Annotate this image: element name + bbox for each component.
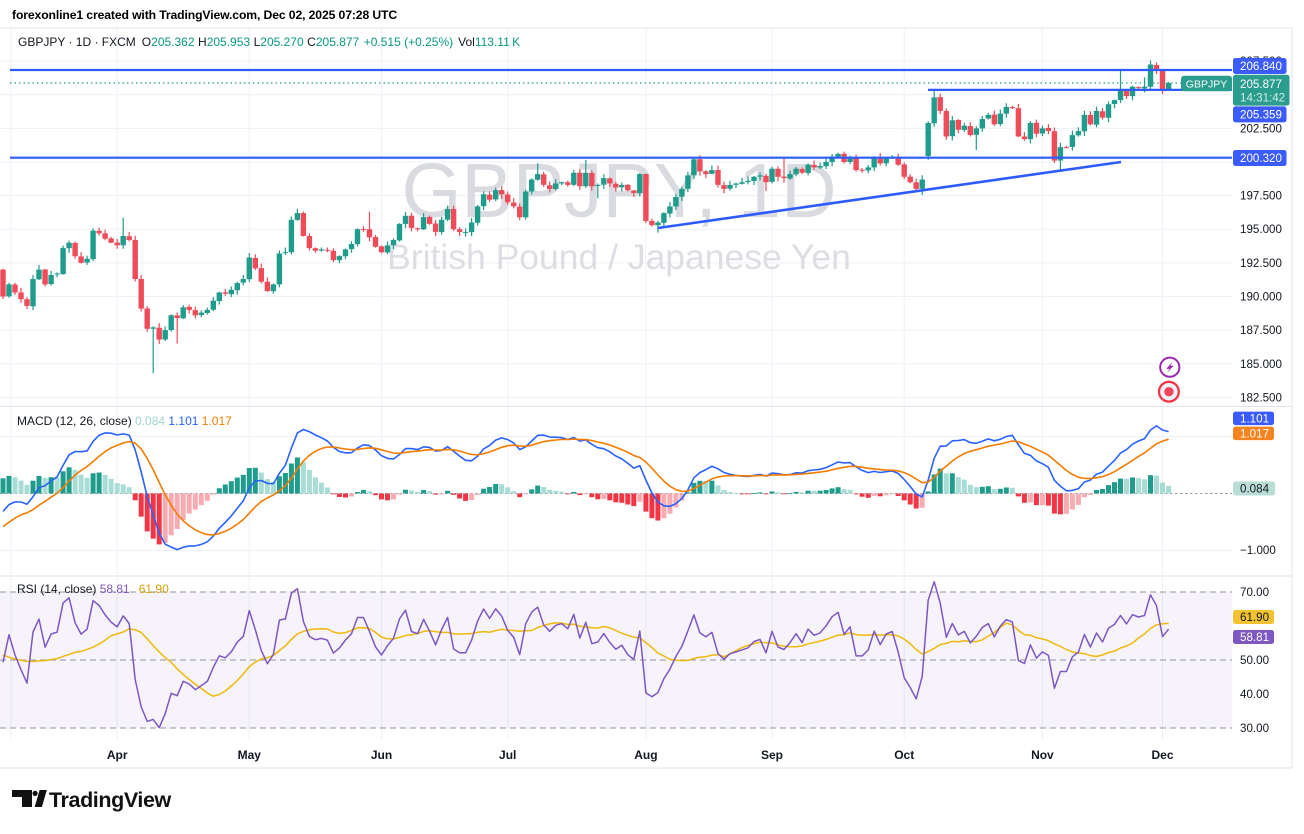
svg-text:30.00: 30.00 xyxy=(1240,722,1269,735)
svg-text:185.000: 185.000 xyxy=(1240,358,1282,371)
svg-text:GBPJPY: GBPJPY xyxy=(1186,78,1227,90)
svg-text:58.81: 58.81 xyxy=(1240,631,1269,644)
svg-text:50.00: 50.00 xyxy=(1240,654,1269,667)
svg-text:61.90: 61.90 xyxy=(1240,611,1269,624)
svg-text:40.00: 40.00 xyxy=(1240,688,1269,701)
svg-text:1.017: 1.017 xyxy=(1240,427,1269,440)
svg-text:Oct: Oct xyxy=(894,748,914,762)
svg-text:205.877: 205.877 xyxy=(1240,78,1282,91)
svg-text:May: May xyxy=(238,748,262,762)
svg-text:1.101: 1.101 xyxy=(1240,412,1269,425)
svg-text:GBPJPY, 1D: GBPJPY, 1D xyxy=(401,148,836,234)
svg-text:Jun: Jun xyxy=(371,748,392,762)
svg-text:14:31:42: 14:31:42 xyxy=(1240,92,1285,105)
svg-text:192.500: 192.500 xyxy=(1240,257,1282,270)
svg-text:197.500: 197.500 xyxy=(1240,190,1282,203)
svg-text:205.359: 205.359 xyxy=(1240,108,1282,121)
svg-text:202.500: 202.500 xyxy=(1240,122,1282,135)
svg-text:MACD (12, 26, close) 0.084 1.: MACD (12, 26, close) 0.084 1.101 1.017 xyxy=(17,414,232,428)
svg-text:Aug: Aug xyxy=(634,748,657,762)
svg-text:190.000: 190.000 xyxy=(1240,291,1282,304)
svg-text:Sep: Sep xyxy=(761,748,783,762)
svg-text:187.500: 187.500 xyxy=(1240,324,1282,337)
svg-text:Nov: Nov xyxy=(1031,748,1054,762)
svg-text:70.00: 70.00 xyxy=(1240,586,1269,599)
svg-text:British Pound / Japanese Yen: British Pound / Japanese Yen xyxy=(387,237,851,277)
svg-text:206.840: 206.840 xyxy=(1240,60,1282,73)
svg-text:182.500: 182.500 xyxy=(1240,391,1282,404)
svg-text:200.320: 200.320 xyxy=(1240,152,1282,165)
svg-text:195.000: 195.000 xyxy=(1240,223,1282,236)
svg-text:forexonline1 created with Trad: forexonline1 created with TradingView.co… xyxy=(12,8,397,22)
svg-text:0.084: 0.084 xyxy=(1240,483,1270,496)
svg-text:Jul: Jul xyxy=(499,748,516,762)
svg-text:Apr: Apr xyxy=(107,748,128,762)
svg-text:TradingView: TradingView xyxy=(49,788,172,812)
svg-text:−1.000: −1.000 xyxy=(1240,544,1276,557)
svg-text:Dec: Dec xyxy=(1151,748,1173,762)
